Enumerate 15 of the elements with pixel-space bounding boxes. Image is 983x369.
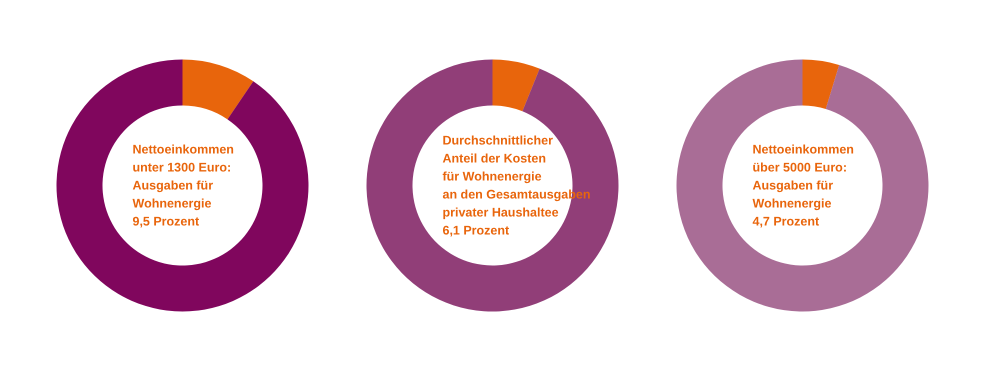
text: Wohnenergie: [132, 196, 212, 210]
text: 4,7 Prozent: [752, 214, 820, 228]
text: Ausgaben für: [132, 178, 214, 192]
text: Durchschnittlicher: [442, 134, 554, 148]
text: Nettoeinkommen: [132, 142, 234, 156]
text: Anteil der Kosten: [442, 152, 546, 166]
text: privater Haushaltee: [442, 206, 559, 220]
text: Ausgaben für: [752, 178, 834, 192]
text: unter 1300 Euro:: [132, 160, 232, 174]
text: über 5000 Euro:: [752, 160, 847, 174]
text: Wohnenergie: [752, 196, 832, 210]
text: Nettoeinkommen: [752, 142, 854, 156]
text: für Wohnenergie: [442, 170, 542, 184]
text: 6,1 Prozent: [442, 224, 510, 238]
text: 9,5 Prozent: [132, 214, 200, 228]
